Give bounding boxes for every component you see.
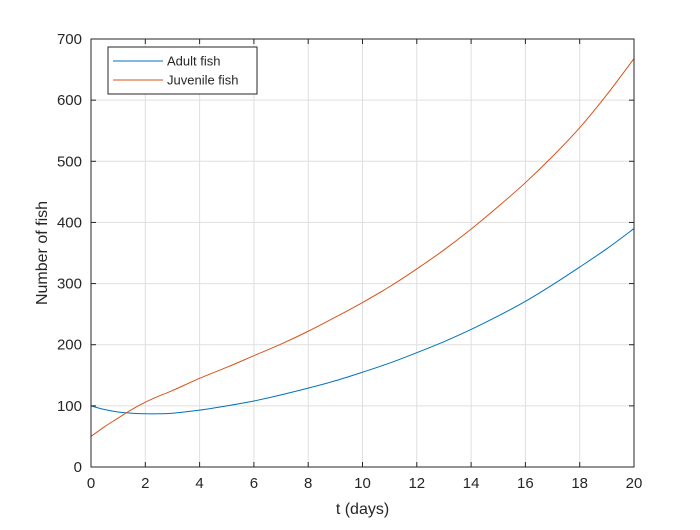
y-tick-label: 0 xyxy=(74,459,82,476)
legend-label-juvenile-fish: Juvenile fish xyxy=(167,73,239,88)
x-tick-label: 6 xyxy=(250,475,258,492)
x-tick-label: 18 xyxy=(571,475,588,492)
series-line-adult-fish xyxy=(90,228,635,415)
y-tick-label: 500 xyxy=(57,153,82,170)
y-tick-labels: 0 100 200 300 400 500 600 700 xyxy=(57,31,82,476)
legend: Adult fish Juvenile fish xyxy=(107,46,258,95)
x-tick-label: 20 xyxy=(626,475,643,492)
x-tick-label: 10 xyxy=(354,475,371,492)
series-layer xyxy=(90,58,635,437)
x-tick-label: 16 xyxy=(517,475,534,492)
y-tick-label: 600 xyxy=(57,92,82,109)
tick-marks xyxy=(90,38,635,468)
x-axis-label: t (days) xyxy=(336,501,389,518)
x-tick-label: 0 xyxy=(87,475,95,492)
y-axis-label: Number of fish xyxy=(34,201,51,305)
series-line-juvenile-fish xyxy=(90,58,635,437)
x-tick-label: 2 xyxy=(141,475,149,492)
y-tick-label: 700 xyxy=(57,31,82,48)
y-tick-label: 100 xyxy=(57,398,82,415)
y-tick-label: 300 xyxy=(57,276,82,293)
y-tick-label: 200 xyxy=(57,337,82,354)
x-tick-labels: 0 2 4 6 8 10 12 14 16 18 20 xyxy=(87,475,643,492)
legend-box xyxy=(107,46,258,95)
x-tick-label: 8 xyxy=(304,475,312,492)
legend-label-adult-fish: Adult fish xyxy=(167,54,220,69)
y-tick-label: 400 xyxy=(57,214,82,231)
x-tick-label: 12 xyxy=(408,475,425,492)
x-tick-label: 4 xyxy=(195,475,203,492)
x-tick-label: 14 xyxy=(463,475,480,492)
